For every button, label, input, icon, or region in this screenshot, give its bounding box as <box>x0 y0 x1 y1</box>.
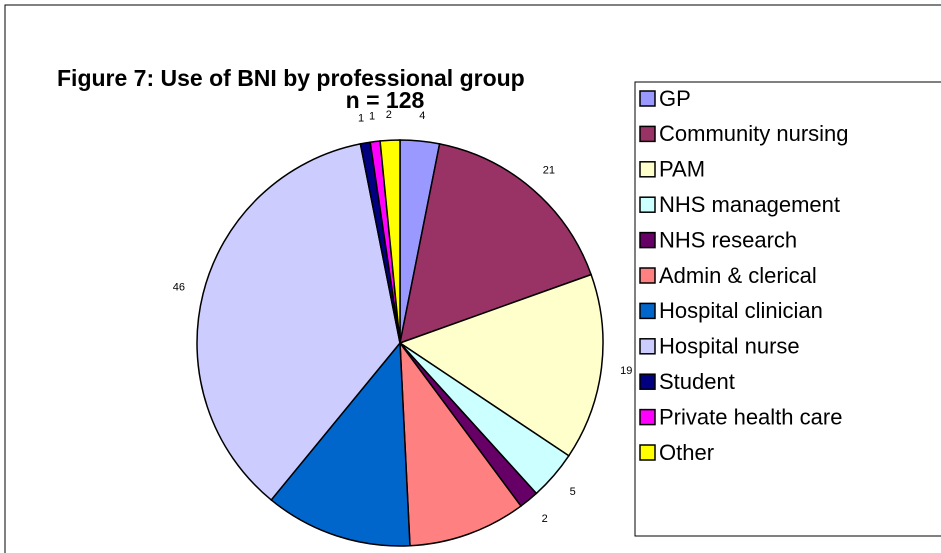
legend-label: Hospital clinician <box>659 298 823 323</box>
legend-swatch <box>639 338 656 355</box>
pie-slice <box>379 139 401 344</box>
legend-label: GP <box>659 86 691 111</box>
value-label: 21 <box>543 164 555 176</box>
value-label: 2 <box>386 109 392 121</box>
pie-slice <box>270 341 411 547</box>
pie-slice <box>398 273 604 457</box>
legend-swatch <box>639 267 656 284</box>
legend-swatch <box>639 444 656 461</box>
legend-label: Other <box>659 440 714 465</box>
value-label: 5 <box>570 486 576 498</box>
pie-slice <box>196 143 401 501</box>
legend-swatch <box>639 196 656 213</box>
legend-label: NHS management <box>659 192 840 217</box>
legend-label: Student <box>659 369 735 394</box>
legend-swatch <box>639 302 656 320</box>
value-label: 46 <box>173 282 185 294</box>
legend-label: Community nursing <box>659 121 849 146</box>
legend-swatch <box>639 161 656 178</box>
value-label: 1 <box>369 111 375 123</box>
value-label: 2 <box>542 513 548 525</box>
value-label: 12 <box>471 552 483 553</box>
pie-slice <box>399 340 522 547</box>
legend-label: Admin & clerical <box>659 263 817 288</box>
legend-swatch <box>639 373 656 390</box>
chart-title: Figure 7: Use of BNI by professional gro… <box>57 65 525 91</box>
value-label: 19 <box>620 365 632 377</box>
legend-label: NHS research <box>659 227 797 252</box>
legend-swatch <box>639 408 656 426</box>
legend-box <box>634 81 941 537</box>
value-label: 4 <box>419 110 425 122</box>
legend-label: PAM <box>659 157 705 182</box>
legend-label: Private health care <box>659 404 842 429</box>
legend-swatch <box>639 231 656 249</box>
pie-slice <box>399 143 593 345</box>
legend-label: Hospital nurse <box>659 334 800 359</box>
legend-swatch <box>639 90 656 107</box>
chart-subtitle: n = 128 <box>346 87 425 113</box>
value-label: 1 <box>358 112 364 124</box>
legend-swatch <box>639 125 656 143</box>
